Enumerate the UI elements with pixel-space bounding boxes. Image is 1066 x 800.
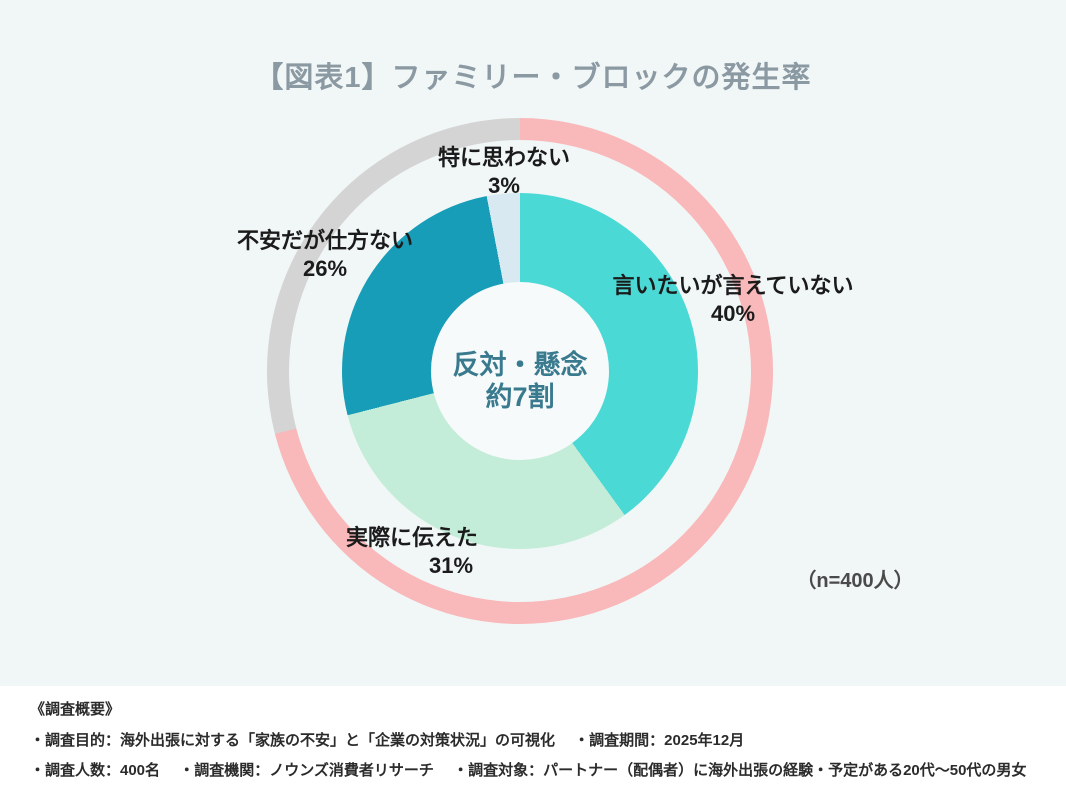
center-label-line1: 反対・懸念 [452, 350, 588, 380]
segment-name: 不安だが仕方ない [236, 228, 413, 253]
segment-label-fuan-daga-shikatanai: 不安だが仕方ない 26% [210, 227, 440, 282]
center-label-line2: 約7割 [485, 382, 555, 413]
chart-title: 【図表1】ファミリー・ブロックの発生率 [254, 62, 812, 94]
segment-percent-jissai-ni-tsutaeta: 31% [428, 553, 474, 578]
chart-canvas: 【図表1】ファミリー・ブロックの発生率 反対・懸念 約7割 特に思わない 3% … [0, 0, 1066, 686]
segment-percent: 3% [488, 172, 520, 198]
segment-label-jissai-ni-tsutaeta: 実際に伝えた [346, 525, 479, 550]
segment-percent: 26% [302, 255, 348, 281]
segment-label-iitai-ga-ietenai: 言いたいが言えていない 40% [608, 272, 858, 327]
segment-label-toku-ni-omowanai: 特に思わない 3% [394, 144, 614, 199]
sample-size-label: （n=400人） [796, 570, 914, 592]
segment-name: 特に思わない [437, 145, 570, 170]
survey-overview-line1: ・調査目的：海外出張に対する「家族の不安」と「企業の対策状況」の可視化 ・調査期… [30, 732, 745, 749]
survey-overview-heading: 《調査概要》 [30, 701, 121, 718]
survey-overview-footer: 《調査概要》 ・調査目的：海外出張に対する「家族の不安」と「企業の対策状況」の可… [0, 686, 1066, 800]
donut-center-label: 反対・懸念 約7割 [370, 349, 670, 414]
segment-percent: 40% [710, 300, 756, 326]
donut-hole [431, 282, 609, 460]
survey-overview-line2: ・調査人数：400名 ・調査機関：ノウンズ消費者リサーチ ・調査対象：パートナー… [30, 762, 1027, 779]
segment-name: 言いたいが言えていない [612, 273, 854, 298]
